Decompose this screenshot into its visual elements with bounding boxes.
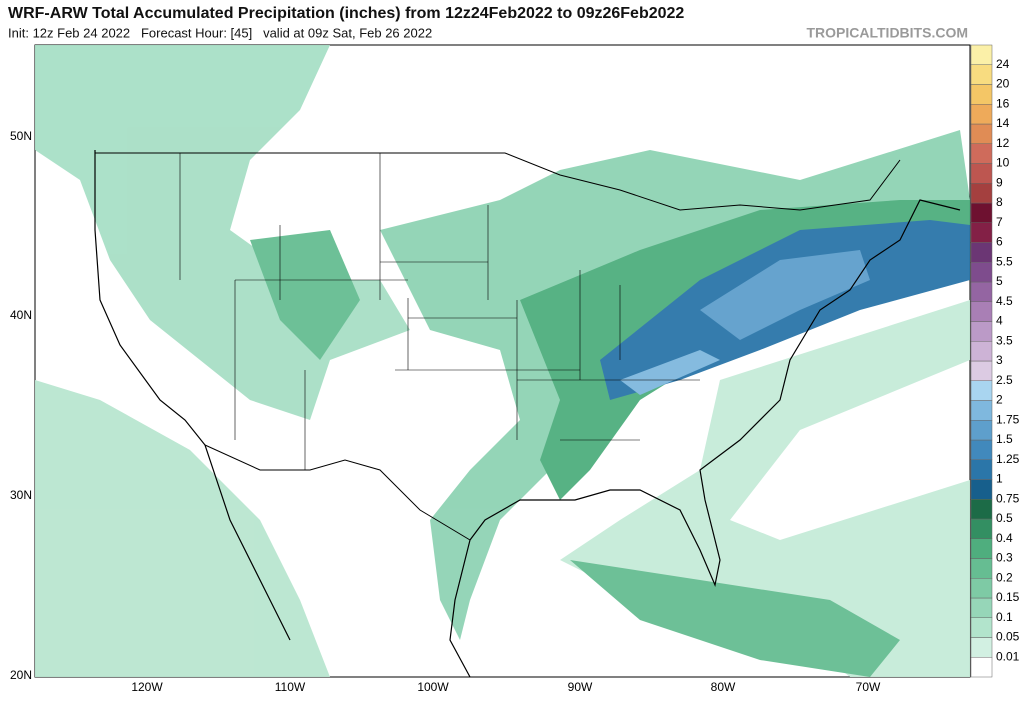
colorbar-label: 0.15 — [996, 590, 1020, 604]
colorbar-label: 1 — [996, 472, 1003, 486]
colorbar-label: 0.05 — [996, 630, 1020, 644]
lon-label: 100W — [417, 680, 449, 694]
lat-label: 30N — [10, 488, 32, 502]
colorbar-cell — [970, 64, 993, 85]
lat-label: 20N — [10, 668, 32, 682]
lon-label: 120W — [131, 680, 163, 694]
colorbar-cell — [970, 420, 993, 441]
colorbar-cell — [970, 617, 993, 638]
colorbar-label: 0.3 — [996, 551, 1013, 565]
colorbar-cell — [970, 281, 993, 302]
colorbar-cell — [970, 242, 993, 263]
colorbar-cell — [970, 597, 993, 618]
watermark: TROPICALTIDBITS.COM — [806, 25, 968, 41]
colorbar-cell — [970, 163, 993, 184]
coastline — [94, 150, 961, 678]
colorbar-label: 3 — [996, 353, 1003, 367]
colorbar-label: 0.4 — [996, 531, 1013, 545]
colorbar-cell — [970, 123, 993, 144]
colorbar-cell — [970, 479, 993, 500]
colorbar-cell — [970, 499, 993, 520]
colorbar-label: 4 — [996, 314, 1003, 328]
colorbar-cell — [970, 518, 993, 539]
lon-label: 110W — [275, 680, 306, 694]
precip — [35, 45, 970, 677]
colorbar-cell — [970, 301, 993, 322]
colorbar-label: 2 — [996, 393, 1003, 407]
colorbar-label: 1.25 — [996, 452, 1020, 466]
colorbar-label: 1.75 — [996, 412, 1020, 426]
colorbar-cell — [970, 558, 993, 579]
colorbar-cell — [970, 360, 993, 381]
colorbar-label: 8 — [996, 195, 1003, 209]
colorbar-cell — [970, 578, 993, 599]
lon-label: 80W — [711, 680, 736, 694]
colorbar-cell — [970, 657, 993, 678]
colorbar-cell — [970, 84, 993, 105]
colorbar-cell — [970, 380, 993, 401]
colorbar-cell — [970, 439, 993, 460]
colorbar-label: 5.5 — [996, 254, 1013, 268]
colorbar-cell — [970, 321, 993, 342]
map — [34, 44, 971, 678]
colorbar-label: 3.5 — [996, 333, 1013, 347]
lat-label: 50N — [10, 129, 32, 143]
title: WRF-ARW Total Accumulated Precipitation … — [8, 5, 684, 22]
colorbar-label: 9 — [996, 175, 1003, 189]
colorbar-cell — [970, 341, 993, 362]
colorbar-label: 16 — [996, 96, 1010, 110]
borders — [95, 152, 901, 541]
colorbar-label: 1.5 — [996, 432, 1013, 446]
colorbar-cell — [970, 44, 993, 65]
colorbar-cell — [970, 400, 993, 421]
colorbar-cell — [970, 262, 993, 283]
colorbar-label: 4.5 — [996, 294, 1013, 308]
lon-label: 90W — [568, 680, 593, 694]
state-lines — [179, 153, 700, 470]
colorbar-label: 5 — [996, 274, 1003, 288]
colorbar-label: 0.01 — [996, 649, 1020, 663]
colorbar-cell — [970, 183, 993, 204]
colorbar-label: 20 — [996, 77, 1010, 91]
colorbar-label: 0.2 — [996, 570, 1013, 584]
colorbar-label: 0.75 — [996, 491, 1020, 505]
colorbar-label: 24 — [996, 57, 1010, 71]
colorbar-cell — [970, 222, 993, 243]
colorbar-cell — [970, 538, 993, 559]
colorbar-cell — [970, 143, 993, 164]
colorbar-cell — [970, 202, 993, 223]
colorbar-label: 2.5 — [996, 373, 1013, 387]
lat-label: 40N — [10, 308, 32, 322]
colorbar-label: 14 — [996, 116, 1010, 130]
colorbar-cell — [970, 637, 993, 658]
colorbar-label: 10 — [996, 156, 1010, 170]
colorbar-cell — [970, 459, 993, 480]
colorbar-label: 7 — [996, 215, 1003, 229]
subtitle: Init: 12z Feb 24 2022 Forecast Hour: [45… — [8, 25, 432, 40]
colorbar-label: 12 — [996, 136, 1010, 150]
colorbar-cell — [970, 104, 993, 125]
colorbar-label: 0.5 — [996, 511, 1013, 525]
lon-label: 70W — [856, 680, 881, 694]
colorbar-label: 6 — [996, 235, 1003, 249]
colorbar-label: 0.1 — [996, 610, 1013, 624]
